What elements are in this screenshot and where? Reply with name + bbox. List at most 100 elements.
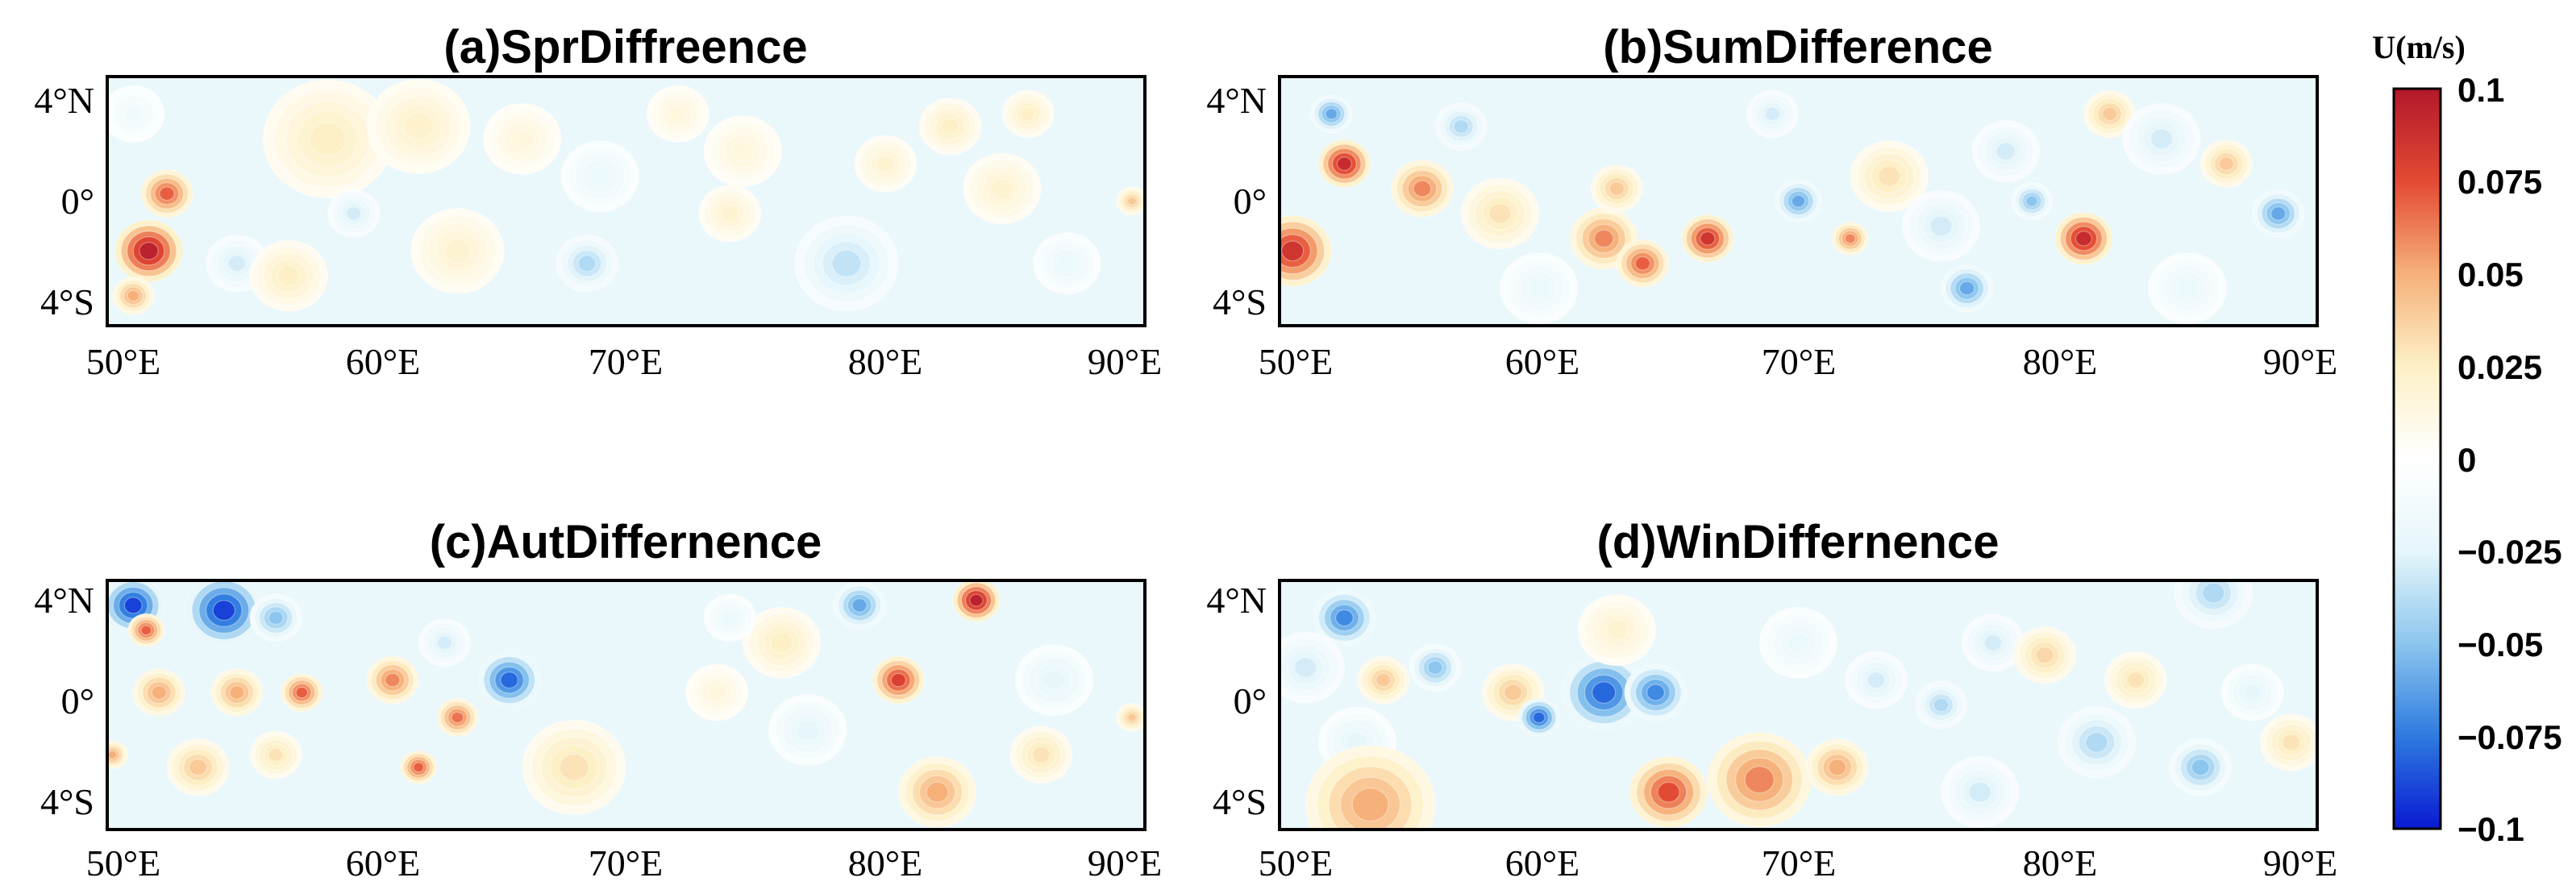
contour-patch (309, 122, 347, 156)
x-tick-label: 70°E (1762, 842, 1837, 884)
contour-patch (159, 186, 175, 201)
contour-patch (1592, 681, 1617, 704)
contour-patch (1828, 759, 1847, 776)
colorbar-tick-label: 0.1 (2457, 71, 2504, 109)
contour-patch (770, 632, 793, 654)
x-tick-label: 80°E (848, 341, 923, 382)
y-tick-label: 0° (1234, 181, 1267, 222)
contour-patch (668, 105, 688, 123)
contour-patch (1744, 766, 1775, 794)
plot-frame-b (1278, 75, 2319, 327)
contour-patch (2270, 206, 2287, 221)
x-ticks-c: 50°E 60°E 70°E 80°E 90°E (86, 842, 1163, 884)
contour-patch (2176, 277, 2199, 299)
y-tick-label: 4°N (1206, 580, 1267, 621)
y-ticks-b: 4°N 0° 4°S (1206, 80, 1267, 322)
contour-patch (140, 625, 152, 636)
contour-patch (722, 610, 738, 626)
contour-patch (1968, 781, 1991, 803)
x-tick-label: 60°E (1505, 341, 1580, 382)
contour-patch (2025, 195, 2038, 207)
contour-patch (2085, 732, 2108, 753)
contour-patch (941, 118, 960, 135)
contour-patch (123, 597, 143, 614)
contour-patch (1334, 609, 1354, 626)
panel-c: (c)AutDiffernence 4°N 0° 4°S 50°E 60°E 7… (34, 516, 1162, 884)
y-ticks-c: 4°N 0° 4°S (34, 580, 94, 822)
contour-patch (969, 593, 984, 607)
contour-patch (890, 672, 906, 688)
contour-patch (510, 128, 534, 150)
contour-patch (559, 753, 589, 781)
x-tick-label: 90°E (1088, 842, 1163, 884)
x-tick-label: 80°E (2023, 341, 2098, 382)
y-tick-label: 4°S (1213, 281, 1267, 322)
contour-patch (1126, 713, 1137, 722)
contour-patch (1488, 202, 1512, 224)
contour-patch (1933, 697, 1950, 713)
colorbar-tick-label: 0.025 (2457, 348, 2542, 386)
contour-patch (1057, 254, 1077, 273)
x-tick-label: 60°E (346, 341, 421, 382)
plot-frame-d (1278, 579, 2319, 831)
x-tick-label: 50°E (1259, 341, 1334, 382)
contour-patch (2191, 759, 2210, 776)
panel-title-b: (b)SumDifference (1603, 21, 1992, 73)
contour-patch (1427, 660, 1443, 675)
contour-patch (2126, 672, 2145, 689)
contour-patch (189, 759, 208, 776)
contour-patch (831, 249, 862, 277)
plot-frame-c (106, 579, 1147, 831)
contour-patch (2243, 684, 2262, 701)
contour-patch (720, 205, 739, 222)
contour-patch (796, 719, 819, 741)
plot-frame-a (106, 75, 1147, 327)
colorbar-gradient (2392, 87, 2442, 830)
contour-patch (1593, 229, 1614, 248)
contour-patch (2202, 582, 2225, 604)
contour-patch (2149, 128, 2173, 150)
contour-patch (212, 600, 235, 621)
contour-patch (1657, 781, 1680, 803)
colorbar-tick-label: −0.025 (2457, 533, 2562, 571)
contour-patch (451, 711, 464, 724)
contour-field-d (1280, 580, 2317, 830)
y-tick-label: 4°N (1206, 80, 1267, 121)
contour-patch (413, 762, 424, 773)
x-ticks-d: 50°E 60°E 70°E 80°E 90°E (1259, 842, 2338, 884)
x-tick-label: 60°E (346, 842, 421, 884)
panel-d: (d)WinDiffernence 4°N 0° 4°S 50°E 60°E 7… (1206, 516, 2337, 884)
contour-field-b (1280, 89, 2305, 325)
contour-patch (731, 140, 755, 162)
contour-patch (1791, 194, 1806, 208)
panel-title-c: (c)AutDiffernence (430, 516, 822, 568)
contour-patch (1280, 240, 1305, 262)
y-tick-label: 4°S (1213, 781, 1267, 822)
contour-patch (1042, 669, 1066, 691)
contour-patch (277, 265, 301, 287)
contour-patch (2102, 106, 2118, 122)
contour-patch (229, 685, 245, 700)
contour-patch (268, 610, 284, 626)
contour-patch (1634, 256, 1651, 271)
y-tick-label: 4°S (40, 281, 94, 322)
x-tick-label: 50°E (1259, 842, 1334, 884)
contour-patch (436, 635, 452, 651)
colorbar-tick-label: 0.075 (2457, 163, 2542, 201)
contour-patch (1294, 657, 1317, 678)
contour-patch (1608, 181, 1625, 196)
contour-patch (295, 686, 309, 699)
panel-a: (a)SprDiffreence 4°N 0° 4°S 50°E 60°E 70… (34, 21, 1162, 382)
contour-patch (1700, 231, 1716, 246)
colorbar-tick-label: −0.1 (2457, 810, 2524, 848)
y-tick-label: 0° (1234, 680, 1267, 722)
contour-patch (1031, 746, 1051, 763)
contour-patch (2282, 734, 2301, 751)
contour-patch (1929, 215, 1953, 237)
panel-title-d: (d)WinDiffernence (1597, 516, 2000, 568)
contour-patch (1504, 684, 1522, 701)
x-tick-label: 70°E (589, 341, 664, 382)
contour-patch (1126, 197, 1137, 206)
contour-patch (2035, 647, 2054, 664)
